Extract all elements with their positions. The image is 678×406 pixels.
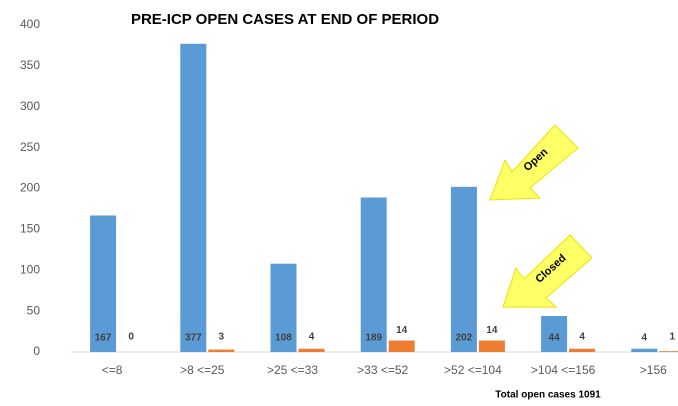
y-tick-label: 0 (33, 344, 40, 358)
y-tick-label: 150 (20, 222, 40, 236)
x-tick-label: >8 <=25 (180, 363, 225, 377)
y-tick-label: 350 (20, 58, 40, 72)
annotation: Total open cases 1091 (495, 390, 601, 401)
bar (631, 348, 658, 352)
x-tick-label: >52 <=104 (444, 363, 502, 377)
x-tick-label: >33 <=52 (357, 363, 408, 377)
bar (270, 263, 297, 352)
data-label: 167 (95, 333, 112, 344)
bar (569, 348, 596, 352)
y-tick-label: 100 (20, 262, 40, 276)
data-label: 189 (365, 333, 382, 344)
bar (360, 197, 387, 352)
data-label: 4 (579, 332, 585, 343)
bar (450, 186, 477, 352)
x-tick-label: >25 <=33 (267, 363, 318, 377)
chart-title: PRE-ICP OPEN CASES AT END OF PERIOD (131, 11, 439, 28)
data-label: 4 (309, 332, 315, 343)
x-tick-label: <=8 (102, 363, 123, 377)
open-arrow: Open (489, 124, 579, 201)
data-label: 14 (396, 325, 408, 336)
data-label: 14 (486, 325, 498, 336)
bar (659, 351, 678, 352)
data-label: 108 (275, 333, 292, 344)
bar (298, 348, 325, 352)
data-label: 3 (219, 332, 225, 343)
data-label: 44 (549, 333, 561, 344)
y-tick-label: 250 (20, 140, 40, 154)
data-label: 202 (456, 333, 473, 344)
y-tick-label: 200 (20, 181, 40, 195)
bar (541, 316, 568, 352)
x-tick-label: >156 (640, 363, 667, 377)
bar (478, 340, 505, 352)
closed-arrow: Closed (502, 234, 593, 308)
y-tick-label: 400 (20, 17, 40, 31)
bar (90, 215, 117, 352)
data-label: 1 (670, 332, 676, 343)
data-label: 4 (642, 333, 648, 344)
bar (388, 340, 415, 352)
y-tick-label: 300 (20, 99, 40, 113)
x-tick-label: >104 <=156 (531, 363, 596, 377)
bar (208, 349, 235, 352)
data-label: 377 (185, 333, 202, 344)
bar (180, 43, 207, 353)
data-label: 0 (128, 332, 134, 343)
y-tick-label: 50 (27, 303, 41, 317)
